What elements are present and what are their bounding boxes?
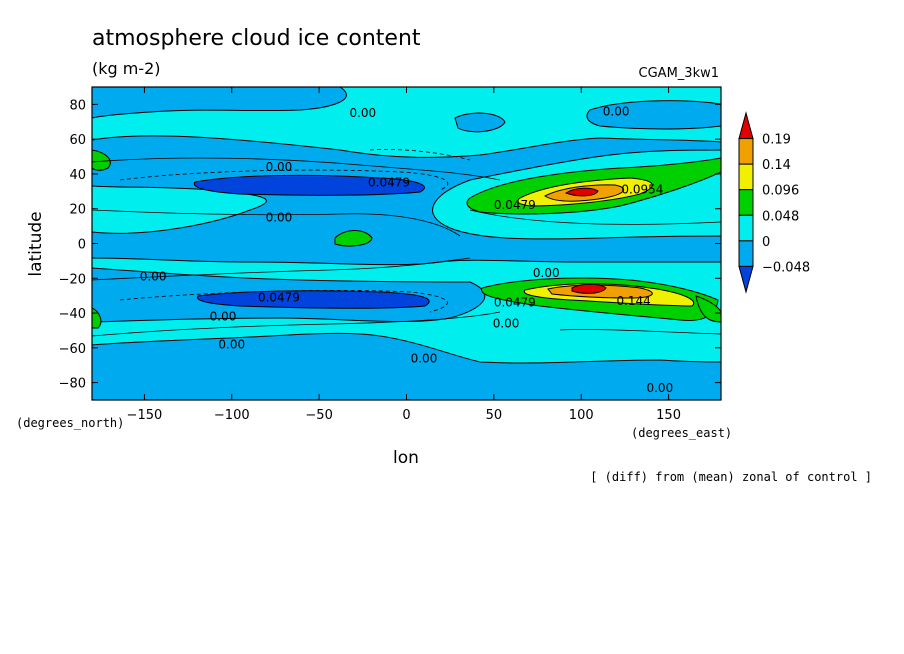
region-north-min bbox=[193, 174, 425, 196]
colorbar-label: 0.19 bbox=[762, 133, 791, 148]
colorbar-swatch bbox=[738, 240, 754, 267]
y-tick-label: 20 bbox=[69, 203, 86, 218]
x-tick-label: −100 bbox=[214, 408, 250, 423]
region-north-band bbox=[92, 135, 721, 266]
strong-negative-regions bbox=[193, 174, 430, 309]
region-south-polar bbox=[92, 332, 721, 400]
y-tick-label: −40 bbox=[59, 307, 86, 322]
positive-regions-north bbox=[466, 157, 721, 215]
colorbar-swatch bbox=[738, 214, 754, 242]
y-tick-label: −60 bbox=[59, 342, 86, 357]
chart-title: atmosphere cloud ice content bbox=[92, 26, 421, 51]
region-nw-blob bbox=[454, 112, 506, 133]
x-axis-ticks: −150 −100 −50 0 50 100 150 bbox=[127, 87, 681, 423]
contour-label: 0.0479 bbox=[368, 176, 410, 190]
y-axis-label: latitude bbox=[26, 211, 46, 276]
region-north-polar bbox=[92, 87, 347, 119]
x-tick-label: −150 bbox=[127, 408, 163, 423]
contour-label: 0.00 bbox=[533, 266, 560, 280]
colorbar-swatch bbox=[738, 189, 754, 216]
footer-note: [ (diff) from (mean) zonal of control ] bbox=[590, 470, 872, 484]
x-tick-label: 150 bbox=[656, 408, 681, 423]
model-name: CGAM_3kw1 bbox=[639, 66, 719, 81]
y-tick-label: 40 bbox=[69, 168, 86, 183]
contour-lines bbox=[92, 149, 721, 337]
colorbar-label: 0 bbox=[762, 235, 770, 250]
colorbar-label: 0.096 bbox=[762, 184, 799, 199]
positive-regions-south bbox=[481, 277, 719, 321]
minor-positive-blobs bbox=[92, 149, 721, 329]
contour-label: 0.00 bbox=[210, 310, 237, 324]
contour-label: 0.00 bbox=[603, 104, 630, 118]
contour-plot bbox=[92, 87, 721, 400]
colorbar-swatch bbox=[738, 163, 754, 191]
y-tick-label: −80 bbox=[59, 377, 86, 392]
x-tick-label: −50 bbox=[305, 408, 332, 423]
colorbar-label: 0.14 bbox=[762, 158, 791, 173]
x-units-label: (degrees_east) bbox=[631, 426, 732, 440]
y-axis-ticks: −80 −60 −40 −20 0 20 40 60 80 bbox=[59, 98, 721, 392]
contour-label: 0.00 bbox=[266, 210, 293, 224]
colorbar-label: 0.048 bbox=[762, 209, 799, 224]
contour-label: 0.00 bbox=[266, 160, 293, 174]
x-tick-label: 100 bbox=[569, 408, 594, 423]
x-axis-label: lon bbox=[393, 448, 419, 468]
x-tick-label: 50 bbox=[486, 408, 503, 423]
colorbar-swatch bbox=[738, 111, 754, 140]
negative-regions bbox=[92, 87, 721, 400]
contour-label: 0.0479 bbox=[494, 198, 536, 212]
contour-label: 0.144 bbox=[616, 294, 650, 308]
contour-label: 0.00 bbox=[218, 337, 245, 351]
region-south-min bbox=[196, 290, 430, 309]
contour-label: 0.0479 bbox=[258, 290, 300, 304]
contour-label-group: 0.00 0.00 0.00 0.0479 0.0954 0.0479 0.00 0.00 0.… bbox=[140, 104, 673, 394]
y-tick-label: −20 bbox=[59, 272, 86, 287]
colorbar-label: −0.048 bbox=[762, 260, 810, 275]
y-units-label: (degrees_north) bbox=[16, 416, 124, 430]
contour-label: 0.00 bbox=[493, 316, 520, 330]
x-tick-label: 0 bbox=[402, 408, 410, 423]
colorbar-swatch bbox=[738, 138, 754, 165]
contour-label: 0.00 bbox=[646, 381, 673, 395]
contour-label: 0.00 bbox=[349, 106, 376, 120]
contour-label: 0.0479 bbox=[494, 296, 536, 310]
chart-units: (kg m-2) bbox=[92, 59, 161, 78]
y-tick-label: 60 bbox=[69, 133, 86, 148]
colorbar: 0.19 0.14 0.096 0.048 0 −0.048 bbox=[738, 111, 810, 294]
colorbar-swatch bbox=[738, 265, 754, 294]
region-ne-blob bbox=[586, 100, 721, 130]
contour-label: 0.00 bbox=[140, 270, 167, 284]
y-tick-label: 0 bbox=[78, 238, 86, 253]
y-tick-label: 80 bbox=[69, 98, 86, 113]
contour-label: 0.00 bbox=[411, 351, 438, 365]
contour-label: 0.0954 bbox=[621, 183, 663, 197]
